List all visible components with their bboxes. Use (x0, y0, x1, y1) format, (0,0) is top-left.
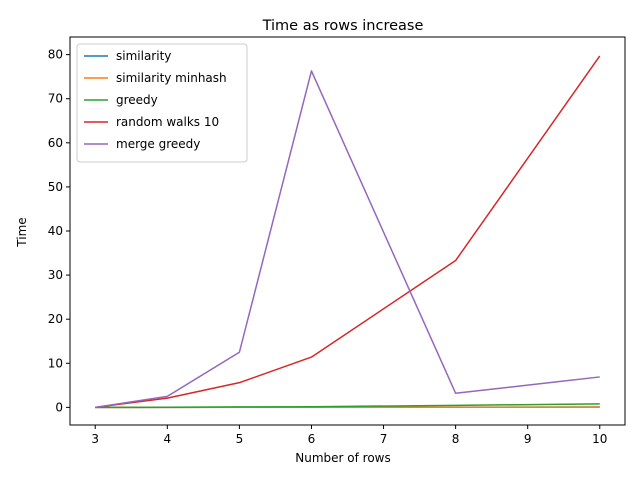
x-tick-label: 10 (592, 432, 607, 446)
series-line-greedy (95, 403, 600, 409)
x-tick-label: 8 (452, 432, 460, 446)
x-tick-label: 7 (380, 432, 388, 446)
y-tick-label: 30 (48, 268, 63, 282)
series-line-merge-greedy (95, 70, 600, 409)
y-tick-label: 0 (55, 400, 63, 414)
series-layer (95, 55, 601, 409)
y-tick-label: 70 (48, 92, 63, 106)
chart-title: Time as rows increase (262, 18, 424, 34)
x-axis-label: Number of rows (295, 451, 390, 465)
legend-label-similarity-minhash: similarity minhash (116, 71, 227, 85)
y-tick-label: 20 (48, 312, 63, 326)
y-tick-label: 10 (48, 356, 63, 370)
axes-layer: 3 4 5 6 7 8 9 10 0 10 20 30 40 50 60 70 80 (48, 36, 626, 446)
legend: similarity similarity minhash greedy random… (76, 43, 248, 163)
y-tick-label: 50 (48, 180, 63, 194)
y-tick-label: 60 (48, 136, 63, 150)
legend-label-random-walks-10: random walks 10 (116, 115, 219, 129)
x-tick-label: 9 (524, 432, 532, 446)
x-tick-label: 4 (163, 432, 171, 446)
y-tick-label: 80 (48, 48, 63, 62)
x-tick-label: 3 (91, 432, 99, 446)
legend-box (76, 43, 248, 163)
y-tick-label: 40 (48, 224, 63, 238)
series-line-random-walks-10 (95, 55, 601, 409)
y-axis-label: Time (15, 217, 29, 247)
legend-label-greedy: greedy (116, 93, 158, 107)
legend-label-merge-greedy: merge greedy (116, 137, 200, 151)
x-tick-label: 5 (236, 432, 244, 446)
legend-label-similarity: similarity (116, 49, 171, 63)
x-tick-label: 6 (308, 432, 316, 446)
